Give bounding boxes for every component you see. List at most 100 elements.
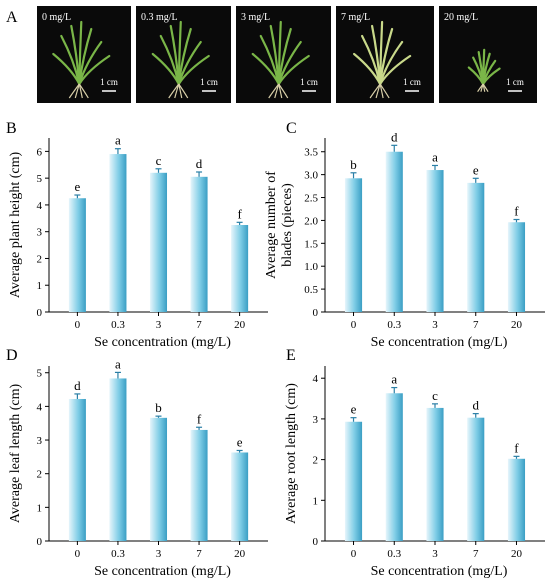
significance-letter: d xyxy=(391,129,398,144)
scale-bar-label: 1 cm xyxy=(506,77,524,87)
bar xyxy=(385,393,403,541)
photo-background xyxy=(439,6,537,103)
significance-letter: b xyxy=(350,157,357,172)
significance-letter: d xyxy=(472,398,479,413)
photo-panel: 20 mg/L 1 cm xyxy=(439,6,537,103)
y-tick-label: 4 xyxy=(313,373,319,385)
y-axis-title: Average number ofblades (pieces) xyxy=(264,171,295,279)
leaf-blade xyxy=(151,52,180,86)
x-axis-title: Se concentration (mg/L) xyxy=(371,564,508,579)
x-tick-label: 3 xyxy=(156,548,162,560)
bar xyxy=(507,222,526,312)
seedling-image xyxy=(52,20,111,99)
bar xyxy=(109,154,127,312)
bar xyxy=(109,378,127,541)
x-tick-label: 0.3 xyxy=(387,319,401,331)
x-tick-label: 20 xyxy=(511,548,523,560)
y-tick-label: 5 xyxy=(37,368,43,380)
bar xyxy=(426,407,444,541)
photo-panel: 0.3 mg/L 1 cm xyxy=(136,6,231,103)
y-tick-label: 2.0 xyxy=(304,215,318,227)
x-tick-label: 0.3 xyxy=(111,548,125,560)
y-tick-label: 1 xyxy=(313,495,319,507)
leaf-blade xyxy=(277,54,310,86)
y-tick-label: 4 xyxy=(37,200,43,212)
y-tick-label: 3 xyxy=(313,414,319,426)
significance-letter: a xyxy=(391,372,397,387)
leaf-blade xyxy=(251,52,280,86)
significance-letter: e xyxy=(473,162,479,177)
root xyxy=(482,83,489,93)
bar xyxy=(426,170,444,312)
y-tick-label: 2.5 xyxy=(304,193,318,205)
x-tick-label: 7 xyxy=(196,319,202,331)
seedling-image xyxy=(251,20,310,99)
y-tick-label: 5 xyxy=(37,173,43,185)
y-tick-label: 0 xyxy=(313,536,319,548)
significance-letter: d xyxy=(74,378,81,393)
significance-letter: e xyxy=(237,434,243,449)
scale-bar-label: 1 cm xyxy=(200,77,218,87)
y-axis-title-line: Average number of xyxy=(264,171,279,279)
bar xyxy=(149,172,168,312)
x-tick-label: 0 xyxy=(75,319,81,331)
bar xyxy=(231,452,249,541)
x-tick-label: 3 xyxy=(156,319,162,331)
significance-letter: e xyxy=(74,179,80,194)
significance-letter: a xyxy=(115,133,121,148)
x-tick-label: 0 xyxy=(351,319,357,331)
y-tick-label: 3 xyxy=(37,435,43,447)
significance-letter: f xyxy=(197,411,202,426)
bar xyxy=(467,417,485,541)
y-tick-label: 0.5 xyxy=(304,284,318,296)
y-tick-label: 2 xyxy=(37,469,43,481)
photo-label: 0.3 mg/L xyxy=(141,12,178,23)
photo-label: 20 mg/L xyxy=(444,12,478,23)
seedling-image xyxy=(353,20,412,99)
seedling-image xyxy=(467,48,501,93)
x-tick-label: 20 xyxy=(234,319,246,331)
y-tick-label: 1.0 xyxy=(304,261,318,273)
x-tick-label: 3 xyxy=(432,319,438,331)
y-axis-title-line: blades (pieces) xyxy=(280,183,295,267)
significance-letter: a xyxy=(115,356,121,371)
bar xyxy=(467,182,485,312)
x-tick-label: 0.3 xyxy=(387,548,401,560)
y-tick-label: 0 xyxy=(37,536,43,548)
x-tick-label: 0.3 xyxy=(111,319,125,331)
y-tick-label: 1 xyxy=(37,280,43,292)
y-axis-title: Average root length (cm) xyxy=(284,383,299,524)
y-tick-label: 3 xyxy=(37,227,43,239)
y-tick-label: 6 xyxy=(37,146,43,158)
bar xyxy=(149,417,168,541)
y-axis-title: Average plant height (cm) xyxy=(8,152,23,299)
seedling-image xyxy=(151,20,210,99)
leaf-blade xyxy=(78,54,111,86)
significance-letter: c xyxy=(432,388,438,403)
scale-bar-label: 1 cm xyxy=(300,77,318,87)
root xyxy=(375,83,381,99)
scale-bar-label: 1 cm xyxy=(100,77,118,87)
photo-label: 0 mg/L xyxy=(42,12,71,23)
panel-label-d: D xyxy=(6,347,18,364)
bar xyxy=(385,151,403,312)
root xyxy=(174,83,180,99)
photo-label: 3 mg/L xyxy=(241,12,270,23)
x-axis-title: Se concentration (mg/L) xyxy=(94,564,231,579)
significance-letter: f xyxy=(514,204,519,219)
significance-letter: b xyxy=(155,400,162,415)
significance-letter: f xyxy=(237,206,242,221)
photo-panel: 7 mg/L 1 cm xyxy=(336,6,434,103)
leaf-blade xyxy=(52,52,81,86)
significance-letter: d xyxy=(196,156,203,171)
significance-letter: e xyxy=(351,402,357,417)
x-tick-label: 20 xyxy=(511,319,523,331)
leaf-blade xyxy=(379,54,412,86)
y-tick-label: 3.0 xyxy=(304,170,318,182)
y-tick-label: 4 xyxy=(37,401,43,413)
